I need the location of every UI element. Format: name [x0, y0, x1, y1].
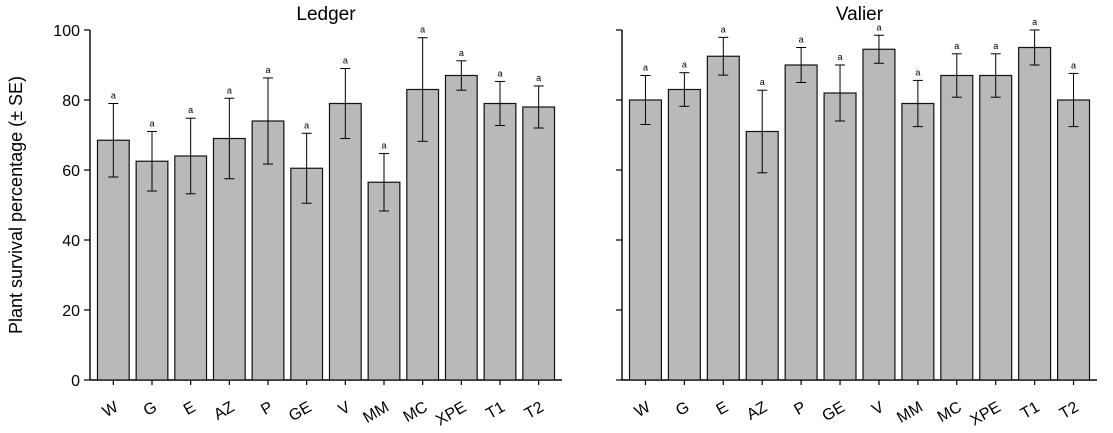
- bar-t2: [522, 106, 556, 381]
- bar-v: [328, 102, 362, 381]
- significance-label: a: [721, 24, 726, 34]
- bar-e: [706, 55, 740, 381]
- significance-label: a: [876, 22, 881, 32]
- x-tick-label: AZ: [744, 399, 770, 424]
- significance-label: a: [497, 68, 502, 78]
- y-tick-label: 60: [62, 163, 80, 180]
- significance-label: a: [111, 91, 116, 101]
- x-tick-label: MC: [401, 399, 431, 426]
- significance-label: a: [343, 56, 348, 66]
- significance-label: a: [265, 65, 270, 75]
- x-tick-label: MM: [894, 399, 926, 427]
- bar-mc: [940, 74, 974, 381]
- significance-label: a: [149, 119, 154, 129]
- significance-label: a: [760, 77, 765, 87]
- x-tick-label: MM: [360, 399, 392, 427]
- significance-label: a: [227, 85, 232, 95]
- x-tick-label: T1: [483, 399, 508, 423]
- x-tick-label: E: [181, 399, 199, 419]
- y-tick-label: 100: [53, 23, 80, 40]
- panel-title: Valier: [836, 4, 884, 25]
- significance-label: a: [536, 73, 541, 83]
- x-tick-label: W: [632, 398, 654, 421]
- x-tick-label: AZ: [211, 399, 237, 424]
- significance-label: a: [915, 67, 920, 77]
- bar-mm: [367, 181, 401, 381]
- bar-ge: [823, 92, 857, 381]
- panel-title: Ledger: [296, 4, 356, 25]
- significance-label: a: [304, 120, 309, 130]
- x-tick-label: XPE: [967, 399, 1003, 430]
- bar-mm: [901, 102, 935, 381]
- significance-label: a: [838, 52, 843, 62]
- y-tick-label: 0: [71, 373, 80, 390]
- x-tick-label: T1: [1018, 399, 1043, 423]
- bar-xpe: [979, 74, 1013, 381]
- bar-xpe: [444, 74, 478, 381]
- significance-label: a: [420, 25, 425, 35]
- significance-label: a: [799, 35, 804, 45]
- y-axis-label: Plant survival percentage (± SE): [6, 76, 26, 334]
- x-tick-label: P: [258, 399, 276, 419]
- y-tick-label: 80: [62, 93, 80, 110]
- significance-label: a: [1071, 60, 1076, 70]
- bar-t1: [1018, 46, 1052, 381]
- x-tick-label: W: [100, 398, 122, 421]
- panel-ledger: Ledger 0 20 40 60 80 100 a Wa Ga Ea AZ a Pa GE a Va MM a MC…: [53, 4, 562, 429]
- x-tick-label: E: [714, 399, 732, 419]
- significance-label: a: [381, 141, 386, 151]
- x-tick-label: MC: [935, 399, 965, 426]
- y-tick-label: 40: [62, 233, 80, 250]
- x-tick-label: G: [673, 399, 692, 420]
- x-tick-label: G: [141, 399, 160, 420]
- significance-label: a: [188, 105, 193, 115]
- x-tick-label: GE: [820, 399, 849, 425]
- significance-label: a: [993, 41, 998, 51]
- x-tick-label: V: [869, 399, 887, 419]
- x-tick-label: T2: [522, 399, 547, 423]
- x-tick-label: GE: [286, 399, 315, 425]
- significance-label: a: [954, 41, 959, 51]
- x-tick-label: XPE: [433, 399, 469, 430]
- significance-label: a: [682, 60, 687, 70]
- bar-w: [628, 99, 663, 381]
- bar-g: [135, 160, 169, 381]
- significance-label: a: [643, 63, 648, 73]
- significance-label: a: [459, 48, 464, 58]
- bar-t2: [1056, 99, 1091, 381]
- x-tick-label: V: [336, 399, 354, 419]
- bar-w: [96, 139, 130, 381]
- significance-label: a: [1032, 17, 1037, 27]
- x-tick-label: P: [791, 399, 809, 419]
- bar-p: [784, 64, 818, 381]
- bar-v: [862, 48, 896, 381]
- bar-t1: [483, 102, 517, 381]
- x-tick-label: T2: [1057, 399, 1082, 423]
- y-tick-label: 20: [62, 303, 80, 320]
- bar-g: [667, 88, 701, 381]
